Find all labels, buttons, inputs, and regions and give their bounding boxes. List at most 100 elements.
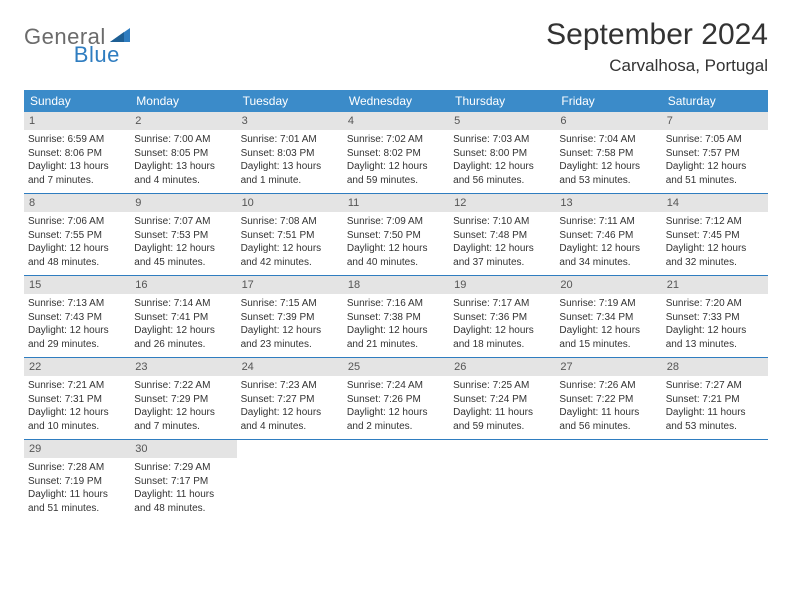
daylight-line: and 42 minutes. [241,256,339,270]
day-cell: 11Sunrise: 7:09 AMSunset: 7:50 PMDayligh… [343,194,449,275]
sunset-line: Sunset: 7:29 PM [134,393,232,407]
daylight-line: and 7 minutes. [134,420,232,434]
day-cell: 26Sunrise: 7:25 AMSunset: 7:24 PMDayligh… [449,358,555,439]
sunset-line: Sunset: 7:58 PM [559,147,657,161]
day-cell: 27Sunrise: 7:26 AMSunset: 7:22 PMDayligh… [555,358,661,439]
day-cell: 20Sunrise: 7:19 AMSunset: 7:34 PMDayligh… [555,276,661,357]
empty-cell [555,440,661,521]
daylight-line: and 7 minutes. [28,174,126,188]
week-row: 8Sunrise: 7:06 AMSunset: 7:55 PMDaylight… [24,194,768,276]
day-number: 23 [130,358,236,376]
daylight-line: and 21 minutes. [347,338,445,352]
day-number: 3 [237,112,343,130]
day-cell: 21Sunrise: 7:20 AMSunset: 7:33 PMDayligh… [662,276,768,357]
sunset-line: Sunset: 7:26 PM [347,393,445,407]
sunrise-line: Sunrise: 7:29 AM [134,461,232,475]
location-label: Carvalhosa, Portugal [546,56,768,76]
sunrise-line: Sunrise: 7:10 AM [453,215,551,229]
daylight-line: Daylight: 12 hours [347,160,445,174]
daylight-line: and 15 minutes. [559,338,657,352]
sunset-line: Sunset: 7:31 PM [28,393,126,407]
day-cell: 28Sunrise: 7:27 AMSunset: 7:21 PMDayligh… [662,358,768,439]
sunrise-line: Sunrise: 7:21 AM [28,379,126,393]
sunrise-line: Sunrise: 7:02 AM [347,133,445,147]
day-cell: 29Sunrise: 7:28 AMSunset: 7:19 PMDayligh… [24,440,130,521]
daylight-line: and 59 minutes. [347,174,445,188]
daylight-line: and 53 minutes. [666,420,764,434]
daylight-line: Daylight: 13 hours [28,160,126,174]
day-cell: 25Sunrise: 7:24 AMSunset: 7:26 PMDayligh… [343,358,449,439]
daylight-line: and 37 minutes. [453,256,551,270]
day-cell: 30Sunrise: 7:29 AMSunset: 7:17 PMDayligh… [130,440,236,521]
sunrise-line: Sunrise: 7:03 AM [453,133,551,147]
sunrise-line: Sunrise: 7:15 AM [241,297,339,311]
daylight-line: Daylight: 12 hours [28,406,126,420]
daylight-line: Daylight: 11 hours [559,406,657,420]
day-number: 15 [24,276,130,294]
month-title: September 2024 [546,18,768,52]
day-of-week-row: Sunday Monday Tuesday Wednesday Thursday… [24,90,768,112]
daylight-line: and 56 minutes. [559,420,657,434]
sunset-line: Sunset: 7:57 PM [666,147,764,161]
day-number: 14 [662,194,768,212]
sunrise-line: Sunrise: 7:11 AM [559,215,657,229]
week-row: 1Sunrise: 6:59 AMSunset: 8:06 PMDaylight… [24,112,768,194]
day-number: 4 [343,112,449,130]
sunset-line: Sunset: 7:48 PM [453,229,551,243]
daylight-line: and 48 minutes. [134,502,232,516]
dow-wednesday: Wednesday [343,90,449,112]
day-number: 28 [662,358,768,376]
daylight-line: and 26 minutes. [134,338,232,352]
daylight-line: and 13 minutes. [666,338,764,352]
dow-thursday: Thursday [449,90,555,112]
weeks-container: 1Sunrise: 6:59 AMSunset: 8:06 PMDaylight… [24,112,768,521]
day-cell: 24Sunrise: 7:23 AMSunset: 7:27 PMDayligh… [237,358,343,439]
day-number: 1 [24,112,130,130]
day-number: 21 [662,276,768,294]
sunrise-line: Sunrise: 7:23 AM [241,379,339,393]
sunrise-line: Sunrise: 7:01 AM [241,133,339,147]
day-cell: 15Sunrise: 7:13 AMSunset: 7:43 PMDayligh… [24,276,130,357]
daylight-line: Daylight: 11 hours [134,488,232,502]
day-cell: 16Sunrise: 7:14 AMSunset: 7:41 PMDayligh… [130,276,236,357]
daylight-line: Daylight: 13 hours [241,160,339,174]
daylight-line: Daylight: 13 hours [134,160,232,174]
day-number: 7 [662,112,768,130]
day-cell: 17Sunrise: 7:15 AMSunset: 7:39 PMDayligh… [237,276,343,357]
day-number: 29 [24,440,130,458]
day-number: 25 [343,358,449,376]
sunset-line: Sunset: 8:02 PM [347,147,445,161]
day-number: 22 [24,358,130,376]
sunrise-line: Sunrise: 7:17 AM [453,297,551,311]
sunset-line: Sunset: 7:24 PM [453,393,551,407]
daylight-line: Daylight: 12 hours [559,160,657,174]
daylight-line: and 53 minutes. [559,174,657,188]
calendar-grid: Sunday Monday Tuesday Wednesday Thursday… [24,90,768,521]
sunrise-line: Sunrise: 7:05 AM [666,133,764,147]
empty-cell [449,440,555,521]
empty-cell [662,440,768,521]
day-cell: 5Sunrise: 7:03 AMSunset: 8:00 PMDaylight… [449,112,555,193]
sunset-line: Sunset: 7:27 PM [241,393,339,407]
day-cell: 3Sunrise: 7:01 AMSunset: 8:03 PMDaylight… [237,112,343,193]
day-number: 6 [555,112,661,130]
sunset-line: Sunset: 8:06 PM [28,147,126,161]
daylight-line: Daylight: 12 hours [241,324,339,338]
sunrise-line: Sunrise: 7:24 AM [347,379,445,393]
day-cell: 12Sunrise: 7:10 AMSunset: 7:48 PMDayligh… [449,194,555,275]
week-row: 29Sunrise: 7:28 AMSunset: 7:19 PMDayligh… [24,440,768,521]
daylight-line: and 51 minutes. [28,502,126,516]
daylight-line: and 18 minutes. [453,338,551,352]
sunrise-line: Sunrise: 7:04 AM [559,133,657,147]
logo: General Blue [24,24,180,50]
day-number: 16 [130,276,236,294]
day-number: 24 [237,358,343,376]
sunset-line: Sunset: 8:05 PM [134,147,232,161]
daylight-line: and 51 minutes. [666,174,764,188]
daylight-line: and 32 minutes. [666,256,764,270]
day-cell: 9Sunrise: 7:07 AMSunset: 7:53 PMDaylight… [130,194,236,275]
week-row: 15Sunrise: 7:13 AMSunset: 7:43 PMDayligh… [24,276,768,358]
dow-sunday: Sunday [24,90,130,112]
day-number: 17 [237,276,343,294]
sunset-line: Sunset: 7:43 PM [28,311,126,325]
